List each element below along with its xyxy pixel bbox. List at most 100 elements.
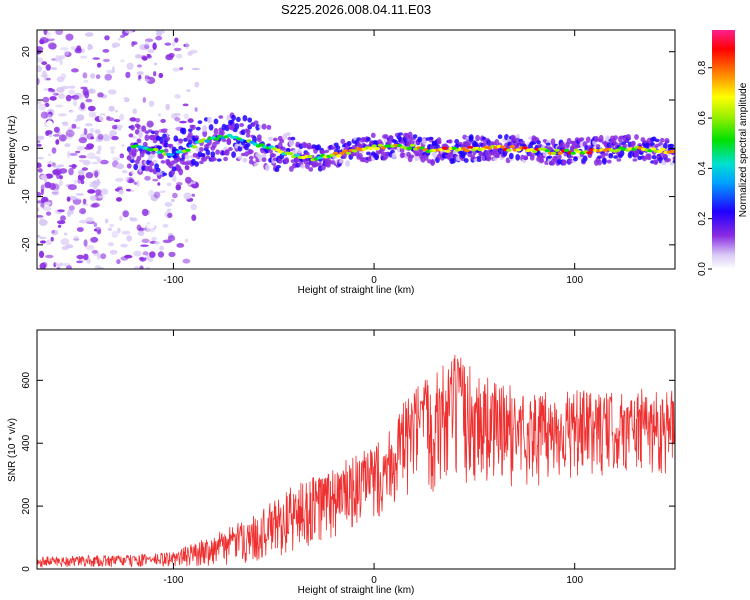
ridge-halo	[221, 138, 227, 143]
speckle-blob	[144, 78, 150, 83]
ridge-halo	[181, 127, 187, 135]
speckle-blob	[158, 72, 164, 79]
speckle-blob	[77, 178, 82, 184]
speckle-blob	[93, 222, 98, 227]
speckle-blob	[38, 250, 45, 258]
speckle-blob	[73, 100, 78, 107]
colorbar-tick-label: 0.6	[697, 111, 708, 125]
speckle-blob	[76, 145, 85, 151]
speckle-blob	[91, 202, 100, 208]
speckle-blob	[194, 81, 200, 88]
speckle-blob	[89, 127, 95, 133]
speckle-blob	[153, 62, 158, 66]
speckle-blob	[125, 71, 131, 79]
speckle-blob	[155, 36, 163, 41]
speckle-blob	[89, 195, 97, 201]
ridge-halo	[292, 149, 297, 155]
speckle-blob	[102, 136, 111, 142]
speckle-blob	[89, 184, 96, 188]
speckle-blob	[112, 156, 120, 162]
ridge-halo	[542, 151, 548, 157]
speckle-blob	[87, 43, 92, 51]
speckle-blob	[50, 236, 54, 242]
snr-ytick-label: 200	[21, 497, 32, 514]
ridge-halo	[669, 143, 675, 148]
speckle-blob	[57, 209, 65, 213]
spectrogram-xtick-label: 100	[566, 275, 583, 286]
speckle-blob	[115, 110, 118, 113]
speckle-blob	[67, 233, 74, 239]
ridge-halo	[550, 138, 556, 146]
ridge-halo	[256, 134, 262, 140]
ridge-halo	[515, 137, 521, 144]
speckle-blob	[96, 150, 101, 155]
speckle-blob	[153, 191, 161, 199]
ridge-halo	[155, 167, 161, 173]
speckle-blob	[120, 256, 129, 261]
speckle-blob	[159, 245, 164, 251]
ridge-halo	[606, 159, 612, 164]
ridge-halo	[666, 158, 671, 162]
speckle-blob	[144, 175, 151, 181]
ridge-halo	[239, 123, 245, 127]
speckle-blob	[140, 256, 144, 261]
speckle-blob	[160, 128, 169, 133]
speckle-blob	[191, 193, 195, 197]
ridge-halo	[245, 142, 251, 147]
speckle-blob	[175, 184, 182, 191]
ridge-halo	[436, 141, 442, 145]
ridge-halo	[194, 161, 200, 167]
speckle-blob	[145, 40, 149, 46]
ridge-halo	[669, 161, 675, 166]
speckle-blob	[55, 139, 60, 145]
speckle-blob	[153, 71, 157, 77]
speckle-blob	[131, 41, 135, 48]
ridge-halo	[236, 116, 241, 122]
ridge-halo	[131, 147, 137, 153]
ridge-halo	[281, 147, 286, 151]
ridge-halo	[133, 163, 139, 171]
snr-xtick-label: -100	[163, 575, 183, 586]
speckle-blob	[106, 143, 111, 149]
ridge-core	[153, 147, 159, 152]
ridge-halo	[619, 150, 625, 157]
speckle-blob	[38, 103, 47, 111]
speckle-blob	[49, 182, 56, 191]
speckle-blob	[80, 102, 85, 110]
snr-ylabel: SNR (10 * v/v)	[7, 418, 18, 482]
speckle-blob	[185, 42, 189, 50]
speckle-blob	[137, 230, 145, 236]
speckle-blob	[139, 44, 146, 51]
speckle-blob	[82, 198, 87, 205]
colorbar-tick-label: 0.2	[697, 211, 708, 225]
ridge-halo	[271, 153, 277, 158]
ridge-halo	[138, 131, 143, 138]
ridge-core	[557, 151, 563, 155]
ridge-halo	[165, 136, 171, 142]
speckle-blob	[139, 227, 147, 231]
ridge-halo	[486, 154, 492, 162]
speckle-blob	[86, 143, 95, 149]
ridge-halo	[529, 155, 535, 161]
ridge-halo	[187, 128, 193, 133]
ridge-halo	[297, 148, 302, 154]
speckle-blob	[37, 135, 45, 140]
ridge-core	[406, 146, 413, 150]
ridge-halo	[338, 159, 344, 164]
speckle-blob	[86, 133, 94, 140]
speckle-blob	[79, 55, 88, 59]
speckle-blob	[85, 98, 93, 103]
speckle-blob	[152, 178, 159, 182]
speckle-blob	[102, 194, 106, 200]
ridge-halo	[602, 158, 607, 165]
speckle-blob	[66, 196, 71, 202]
speckle-blob	[182, 103, 189, 107]
speckle-blob	[58, 179, 63, 187]
speckle-blob	[137, 64, 142, 68]
speckle-blob	[88, 117, 93, 123]
ridge-core	[464, 149, 470, 153]
spectrogram-ytick-label: 20	[21, 46, 32, 58]
ridge-halo	[208, 124, 214, 131]
ridge-halo	[136, 138, 142, 144]
ridge-halo	[234, 123, 240, 130]
